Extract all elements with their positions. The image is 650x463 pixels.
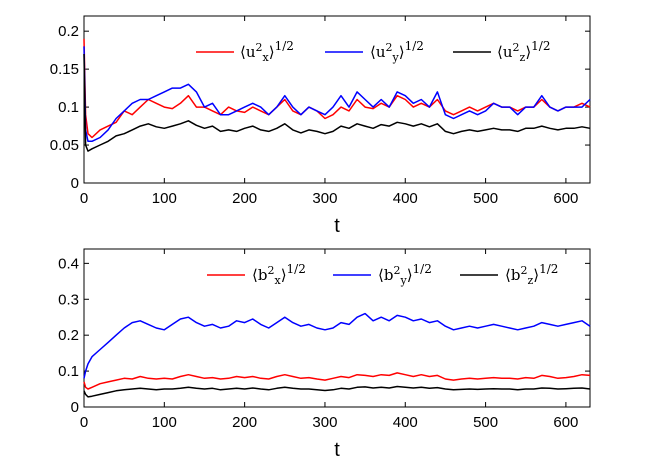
x-tick-label: 0 [80,190,88,207]
x-tick-label: 600 [553,190,578,207]
x-tick-label: 300 [312,414,337,431]
legend-label: ⟨u2z⟩1/2 [497,39,550,64]
plot-frame [83,15,591,184]
x-tick-label: 600 [553,414,578,431]
series-line-z [83,385,591,398]
y-tick-label: 0.2 [58,327,79,344]
legend-label: ⟨u2x⟩1/2 [240,39,294,64]
x-axis-title: t [334,439,340,461]
legend-label: ⟨b2z⟩1/2 [505,262,558,287]
x-tick-label: 400 [393,190,418,207]
y-tick-label: 0.05 [50,137,79,154]
y-tick-label: 0.1 [58,363,79,380]
x-tick-label: 200 [232,414,257,431]
y-tick-label: 0 [71,399,79,416]
y-tick-label: 0.1 [58,99,79,116]
x-tick-label: 400 [393,414,418,431]
x-tick-label: 200 [232,190,257,207]
y-tick-label: 0.2 [58,23,79,40]
x-tick-label: 0 [80,414,88,431]
x-tick-label: 500 [473,414,498,431]
legend: ⟨b2x⟩1/2 ⟨b2y⟩1/2 ⟨b2z⟩1/2 [207,262,558,287]
series-line-z [83,53,591,152]
legend-label: ⟨u2y⟩1/2 [370,39,424,64]
x-tick-label: 300 [312,190,337,207]
x-tick-label: 100 [152,190,177,207]
y-tick-label: 0.3 [58,291,79,308]
legend-label: ⟨b2y⟩1/2 [378,262,432,287]
legend: ⟨u2x⟩1/2 ⟨u2y⟩1/2 ⟨u2z⟩1/2 [196,39,550,64]
series-line-y [83,46,591,143]
series-line-y [83,312,591,379]
series-line-x [83,372,591,390]
y-tick-label: 0 [71,175,79,192]
x-tick-label: 100 [152,414,177,431]
y-tick-label: 0.4 [58,255,79,272]
x-tick-label: 500 [473,190,498,207]
y-tick-label: 0.15 [50,61,79,78]
chart-panel-2: 0 100 200 300 400 500 600 0 0.1 0.2 0.3 0.4 ⟨b2x⟩1/2… [58,248,591,461]
x-axis-title: t [334,215,340,237]
legend-label: ⟨b2x⟩1/2 [252,262,306,287]
chart-panel-1: 0 100 200 300 400 500 600 0 0.05 0.1 0.15 0.2 ⟨u2x⟩1… [50,15,591,237]
